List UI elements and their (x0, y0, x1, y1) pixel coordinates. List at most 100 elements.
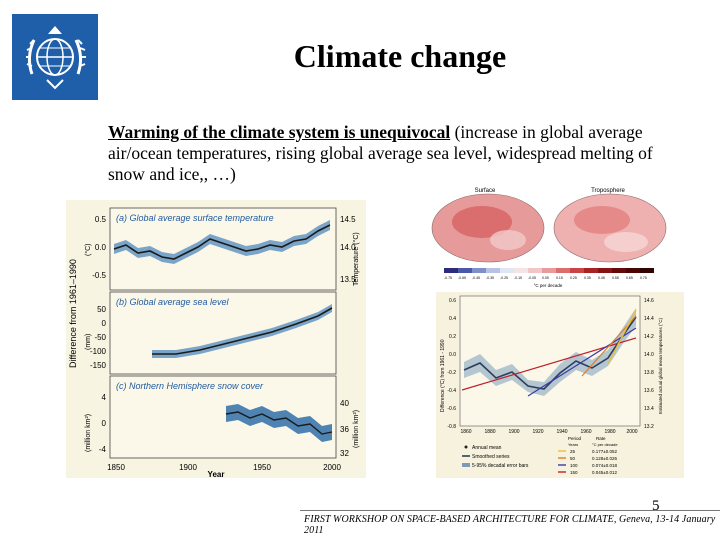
legend-annual-mean-icon (464, 445, 468, 449)
ytick-right-6: 13.4 (644, 406, 654, 412)
legend-smoothed: Smoothed series (472, 454, 510, 460)
ytick-a-right-2: 13.5 (340, 275, 356, 284)
xtick-r-2: 1900 (508, 429, 519, 435)
colorbar-tick-2: -0.45 (472, 276, 480, 280)
colorbar-tick-5: -0.15 (514, 276, 522, 280)
xtick-r-0: 1860 (460, 429, 471, 435)
wmo-logo (12, 14, 98, 100)
ytick-a-right-0: 14.5 (340, 215, 356, 224)
ytick-a-1: 0.0 (95, 243, 107, 252)
map-title-surface: Surface (475, 188, 496, 194)
table-subheader-years: Years (568, 442, 578, 447)
slide-number: 5 (652, 498, 660, 514)
ytick-c-2: -4 (99, 445, 107, 454)
y-axis-label: Difference from 1961–1990 (68, 259, 78, 368)
ytick-left-1: 0.4 (449, 316, 456, 322)
xtick-3: 2000 (323, 463, 341, 472)
legend-annual-mean: Annual mean (472, 445, 502, 451)
y-axis-label-right: Estimated actual global mean temperature… (658, 317, 663, 414)
table-header-period: Period (568, 436, 582, 441)
colorbar-tick-6: -0.05 (528, 276, 536, 280)
footer-divider (300, 510, 720, 511)
ytick-b-4: -150 (90, 361, 107, 370)
table-row-2-years: 100 (570, 463, 578, 468)
ytick-right-0: 14.6 (644, 298, 654, 304)
ytick-left-0: 0.6 (449, 298, 456, 304)
figure-observed-changes: (a) Global average surface temperature (… (66, 200, 366, 479)
figure-trend-maps: Surface Troposphere -0.75 -0.65 -0.45 -0… (430, 184, 670, 289)
colorbar-tick-10: 0.35 (584, 276, 591, 280)
map-title-troposphere: Troposphere (591, 188, 625, 194)
colorbar-tick-8: 0.15 (556, 276, 563, 280)
wmo-emblem-icon (12, 14, 98, 100)
table-row-3-years: 150 (570, 470, 578, 475)
unit-right-a: Temperature (°C) (352, 232, 360, 286)
ytick-right-7: 13.2 (644, 424, 654, 430)
ytick-c-0: 4 (102, 393, 107, 402)
body-paragraph: Warming of the climate system is unequiv… (108, 122, 676, 185)
xtick-r-4: 1940 (556, 429, 567, 435)
figure-global-temperature: 0.6 0.4 0.2 0.0 -0.2 -0.4 -0.6 -0.8 14.6… (436, 292, 684, 478)
ytick-left-6: -0.6 (447, 406, 456, 412)
table-row-1-rate: 0.128±0.026 (592, 456, 617, 461)
table-subheader-rate: °C per decade (592, 442, 618, 447)
table-header-rate: Rate (596, 436, 606, 441)
ytick-b-1: 0 (102, 319, 107, 328)
table-row-0-rate: 0.177±0.052 (592, 449, 617, 454)
ytick-left-3: 0.0 (449, 352, 456, 358)
x-axis-label: Year (208, 470, 225, 478)
table-row-0-years: 25 (570, 449, 576, 454)
table-row-1-years: 50 (570, 456, 576, 461)
page-title: Climate change (293, 38, 507, 74)
legend-error-bars-icon (462, 463, 470, 467)
panel-b-label: (b) Global average sea level (116, 297, 230, 307)
ytick-right-2: 14.2 (644, 334, 654, 340)
panel-c-label: (c) Northern Hemisphere snow cover (116, 381, 264, 391)
ytick-right-1: 14.4 (644, 316, 654, 322)
unit-left-a: (°C) (84, 243, 92, 256)
colorbar-label: °C per decade (534, 283, 563, 288)
colorbar-tick-0: -0.75 (444, 276, 452, 280)
ytick-a-0: 0.5 (95, 215, 107, 224)
xtick-0: 1850 (107, 463, 125, 472)
table-row-3-rate: 0.045±0.012 (592, 470, 617, 475)
unit-left-b: (mm) (85, 334, 92, 350)
ytick-left-2: 0.2 (449, 334, 456, 340)
ytick-left-4: -0.2 (447, 370, 456, 376)
colorbar-tick-13: 0.65 (626, 276, 633, 280)
ytick-right-4: 13.8 (644, 370, 654, 376)
xtick-r-7: 2000 (626, 429, 637, 435)
xtick-r-5: 1960 (580, 429, 591, 435)
ytick-left-7: -0.8 (447, 424, 456, 430)
colorbar-tick-4: -0.25 (500, 276, 508, 280)
ytick-left-5: -0.4 (447, 388, 456, 394)
colorbar-tick-12: 0.55 (612, 276, 619, 280)
xtick-r-1: 1880 (484, 429, 495, 435)
xtick-r-3: 1920 (532, 429, 543, 435)
colorbar-tick-14: 0.75 (640, 276, 647, 280)
table-row-2-rate: 0.074±0.018 (592, 463, 617, 468)
body-emphasis: Warming of the climate system is unequiv… (108, 122, 451, 142)
colorbar-tick-9: 0.25 (570, 276, 577, 280)
colorbar-tick-3: -0.35 (486, 276, 494, 280)
footer-text: FIRST WORKSHOP ON SPACE-BASED ARCHITECTU… (304, 514, 716, 536)
y-axis-label-left: Difference (°C) from 1961 - 1990 (440, 339, 446, 412)
ytick-c-right-0: 40 (340, 399, 349, 408)
colorbar-tick-1: -0.65 (458, 276, 466, 280)
ytick-right-3: 14.0 (644, 352, 654, 358)
body-rest: (increase in global average air/ocean te… (108, 122, 653, 184)
ytick-right-5: 13.6 (644, 388, 654, 394)
ytick-c-right-2: 32 (340, 449, 349, 458)
xtick-r-6: 1980 (604, 429, 615, 435)
xtick-1: 1900 (179, 463, 197, 472)
ytick-a-2: -0.5 (92, 271, 106, 280)
ytick-b-2: -50 (94, 333, 106, 342)
xtick-2: 1950 (253, 463, 271, 472)
colorbar-tick-11: 0.45 (598, 276, 605, 280)
unit-left-c: (million km²) (85, 414, 92, 452)
ytick-a-right-1: 14.0 (340, 243, 356, 252)
ytick-b-0: 50 (97, 305, 106, 314)
ytick-b-3: -100 (90, 347, 107, 356)
unit-right-c: (million km²) (353, 410, 360, 448)
colorbar-tick-7: 0.05 (542, 276, 549, 280)
